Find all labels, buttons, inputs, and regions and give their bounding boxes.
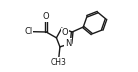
Text: O: O — [43, 12, 50, 21]
Text: CH3: CH3 — [51, 58, 67, 67]
Text: O: O — [62, 28, 68, 37]
Text: Cl: Cl — [25, 27, 33, 36]
Text: N: N — [65, 39, 71, 48]
